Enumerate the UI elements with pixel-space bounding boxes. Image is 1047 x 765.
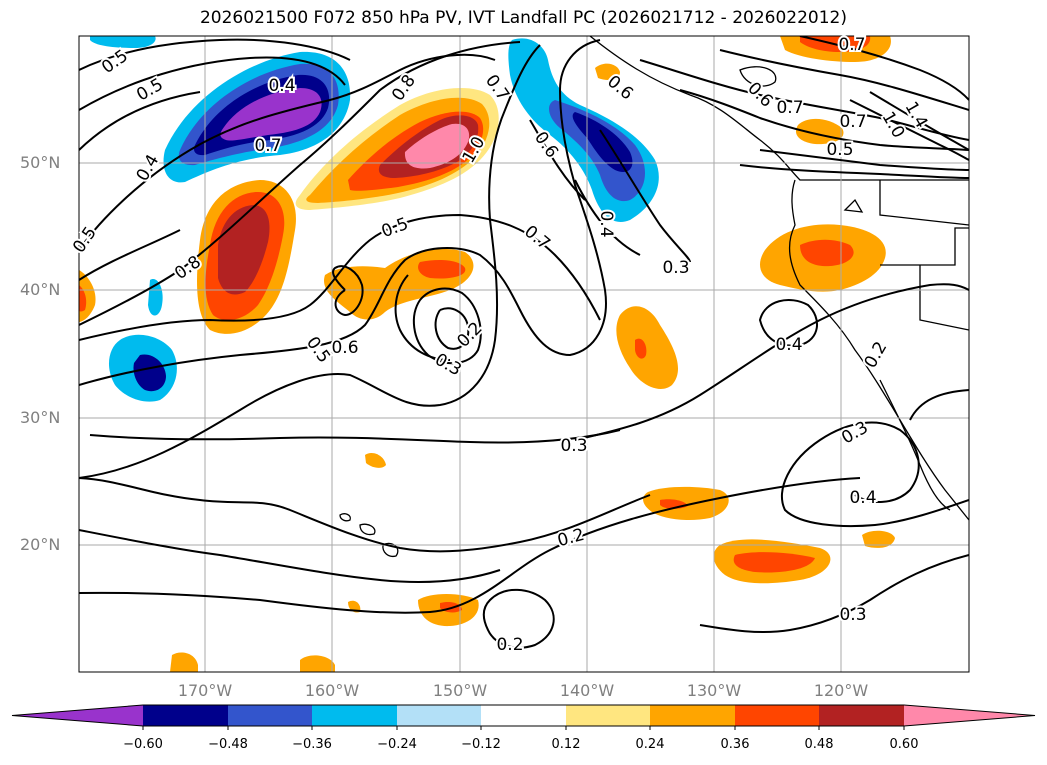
colorbar-cell <box>312 705 397 726</box>
lon-label-120w: 120°W <box>813 681 869 700</box>
contour-label: 0.5 <box>826 140 853 160</box>
lon-label-130w: 130°W <box>686 681 742 700</box>
colorbar-tick: 0.60 <box>889 737 919 752</box>
contour-label: 0.6 <box>331 338 358 358</box>
colorbar-cell <box>650 705 735 726</box>
colorbar-tick: −0.12 <box>461 737 501 752</box>
coastlines <box>339 36 969 558</box>
colorbar-extend-min <box>12 705 143 726</box>
colorbar-cell <box>735 705 819 726</box>
lat-label-50n: 50°N <box>20 153 61 172</box>
colorbar-tick: −0.60 <box>123 737 163 752</box>
lon-label-150w: 150°W <box>432 681 488 700</box>
colorbar-tick: 0.12 <box>551 737 581 752</box>
colorbar-cell <box>566 705 650 726</box>
colorbar-cell <box>481 705 566 726</box>
contour-label: 0.2 <box>496 635 523 655</box>
contour-label: 0.4 <box>268 76 295 96</box>
contour-label: 0.7 <box>776 98 803 118</box>
contour-label: 0.7 <box>254 136 281 156</box>
contour-label: 0.4 <box>596 210 616 237</box>
contour-label: 0.4 <box>775 335 802 355</box>
lon-label-160w: 160°W <box>304 681 360 700</box>
colorbar <box>11 704 1036 730</box>
map-frame <box>78 35 970 673</box>
colorbar-extend-max <box>904 705 1035 726</box>
contour-label: 0.3 <box>662 258 689 278</box>
colorbar-tick: 0.36 <box>720 737 750 752</box>
lon-label-140w: 140°W <box>559 681 615 700</box>
colorbar-cell <box>228 705 312 726</box>
lat-label-40n: 40°N <box>20 280 61 299</box>
colorbar-tick: −0.24 <box>377 737 417 752</box>
negative-pv-shading <box>90 36 659 402</box>
lat-label-30n: 30°N <box>20 408 61 427</box>
contour-label: 0.4 <box>849 488 876 508</box>
colorbar-tick: 0.24 <box>635 737 665 752</box>
colorbar-tick: −0.48 <box>208 737 248 752</box>
colorbar-cell <box>143 705 228 726</box>
colorbar-tick: 0.48 <box>804 737 834 752</box>
colorbar-tick: −0.36 <box>292 737 332 752</box>
ivt-contours <box>79 36 969 649</box>
colorbar-cell <box>397 705 481 726</box>
contour-label: 0.3 <box>839 605 866 625</box>
map-canvas: 0.50.50.40.70.40.50.80.8 0.71.00.5 0.70.60… <box>67 33 970 673</box>
colorbar-cell <box>819 705 904 726</box>
contour-label: 0.7 <box>839 112 866 132</box>
contour-label: 0.3 <box>560 436 587 456</box>
lat-label-20n: 20°N <box>20 535 61 554</box>
graticule <box>79 36 969 672</box>
lon-label-170w: 170°W <box>177 681 233 700</box>
map-title: 2026021500 F072 850 hPa PV, IVT Landfall… <box>199 8 847 28</box>
contour-label: 0.7 <box>838 35 865 55</box>
